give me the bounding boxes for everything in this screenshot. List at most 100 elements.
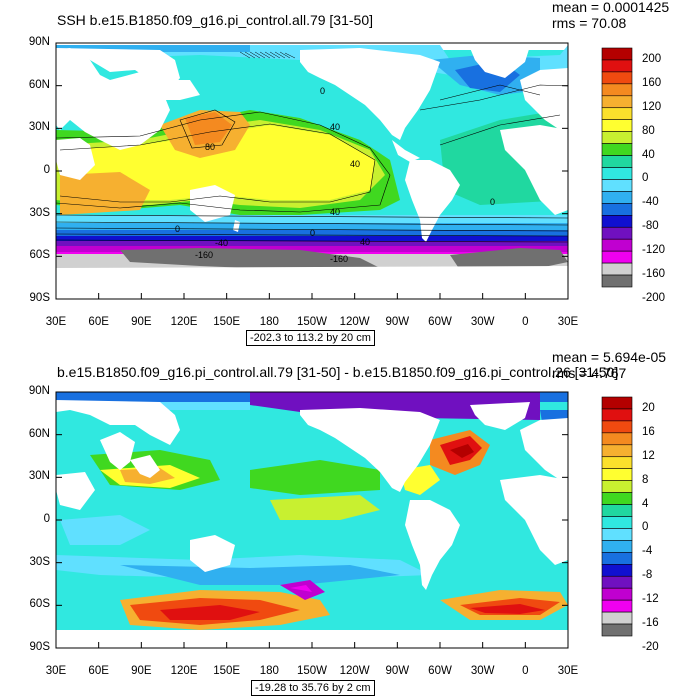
panel1-lon-label: 60W (428, 316, 452, 328)
colorbar-swatch (601, 587, 633, 601)
panel2-lat-label: 60S (29, 598, 50, 611)
colorbar-swatch (601, 143, 633, 156)
panel1-colorbar-label: -160 (642, 268, 666, 281)
panel2-lat-label: 90N (28, 385, 50, 397)
colorbar-swatch (601, 203, 633, 216)
panel1-colorbar-label: 0 (642, 172, 649, 185)
panel2-lat-label: 30S (29, 555, 50, 568)
panel2-lon-label: 0 (522, 665, 529, 677)
panel2-ticks (55, 391, 569, 649)
panel2-colorbar-label: 8 (642, 473, 649, 486)
colorbar-swatch (601, 540, 633, 553)
colorbar-swatch (601, 167, 633, 180)
panel1-lon-label: 150E (213, 316, 241, 328)
panel1-lon-label: 0 (522, 316, 529, 328)
panel1-lat-label: 0 (43, 164, 50, 176)
colorbar-swatch (601, 516, 633, 529)
panel2-colorbar-label: 0 (642, 521, 649, 534)
colorbar-swatch (601, 575, 633, 589)
panel2-lon-label: 150E (213, 665, 241, 677)
colorbar-swatch (601, 456, 633, 469)
panel1-contour-label: -160 (195, 250, 213, 260)
panel2-lon-label: 60W (428, 665, 452, 677)
panel2-title: b.e15.B1850.f09_g16.pi_control.all.79 [3… (57, 364, 619, 380)
colorbar-swatch (601, 215, 633, 228)
panel2-lon-label: 90W (385, 665, 410, 677)
panel1-colorbar-label: 40 (642, 148, 655, 161)
panel2-colorbar-label: 4 (642, 497, 649, 510)
panel2-lon-label: 120E (170, 665, 198, 677)
panel1-colorbar-label: 200 (642, 52, 662, 65)
colorbar-swatch (601, 119, 633, 132)
panel2-lat-label: 60N (28, 427, 50, 440)
panel1-lat-label: 60S (29, 249, 50, 262)
colorbar-swatch (601, 528, 633, 541)
panel2-lon-label: 180 (259, 665, 279, 677)
panel2-colorbar-label: -20 (642, 640, 659, 653)
panel1-lon-label: 120W (339, 316, 370, 328)
panel1-contour-label: -160 (330, 254, 348, 264)
panel2-colorbar-label: -4 (642, 545, 653, 558)
panel1-lon-label: 180 (259, 316, 279, 328)
panel1-colorbar-label: 120 (642, 100, 662, 113)
panel1-colorbar-label: 160 (642, 76, 662, 89)
panel1-contour-label: 0 (320, 86, 325, 96)
panel1-lon-label: 90E (131, 316, 152, 328)
panel2-lon-label: 30W (470, 665, 495, 677)
panel1-contour-label: 80 (205, 142, 215, 152)
panel1-colorbar-label: -40 (642, 196, 659, 209)
panel1-lon-label: 120E (170, 316, 198, 328)
panel2-lon-label: 30E (45, 665, 67, 677)
colorbar-swatch (601, 444, 633, 458)
panel1-colorbar-label: 80 (642, 124, 655, 137)
colorbar-swatch (601, 623, 633, 637)
panel2-mean: mean = 5.694e-05 (552, 349, 667, 365)
panel1-ticks (55, 42, 569, 300)
colorbar-swatch (601, 155, 633, 168)
panel2-lon-label: 90E (131, 665, 152, 677)
panel2-lat-label: 30N (28, 470, 50, 483)
panel1-colorbar-label: -200 (642, 291, 666, 304)
panel1-colorbar (601, 47, 633, 288)
panel1-rms: rms = 70.08 (552, 15, 627, 31)
colorbar-swatch (601, 226, 633, 240)
panel1-title: SSH b.e15.B1850.f09_g16.pi_control.all.7… (57, 12, 374, 28)
colorbar-swatch (601, 131, 633, 144)
panel1-contour-label: -40 (215, 238, 228, 248)
panel2-lat-label: 0 (43, 513, 50, 525)
panel1-lon-label: 30W (470, 316, 495, 328)
panel1-lat-label: 30N (28, 121, 50, 134)
panel2-lat-label: 90S (29, 641, 50, 653)
panel2-colorbar (601, 396, 633, 637)
colorbar-swatch (601, 179, 633, 192)
panel1-lon-label: 90W (385, 316, 410, 328)
panel1-lon-label: 30E (557, 316, 579, 328)
colorbar-swatch (601, 59, 633, 73)
colorbar-swatch (601, 504, 633, 517)
panel1-contour-label: 40 (330, 122, 340, 132)
panel2-lon-label: 30E (557, 665, 579, 677)
colorbar-swatch (601, 420, 633, 434)
colorbar-swatch (601, 107, 633, 120)
colorbar-swatch (601, 492, 633, 505)
panel2-range-label: -19.28 to 35.76 by 2 cm (251, 680, 375, 696)
panel1-map (56, 43, 568, 299)
colorbar-swatch (601, 250, 633, 264)
panel1-lat-label: 60N (28, 78, 50, 91)
panel2-lon-label: 150W (296, 665, 328, 677)
colorbar-swatch (601, 396, 633, 410)
panel1-colorbar-label: -80 (642, 220, 659, 233)
colorbar-swatch (601, 262, 633, 276)
panel2-lon-label: 60E (88, 665, 109, 677)
colorbar-swatch (601, 191, 633, 204)
colorbar-swatch (601, 611, 633, 625)
panel1-contour-label: 40 (330, 207, 340, 217)
panel2-colorbar-label: 12 (642, 449, 655, 462)
panel2-map (56, 392, 568, 648)
panel1-lon-label: 150W (296, 316, 328, 328)
panel1-colorbar-label: -120 (642, 244, 666, 257)
colorbar-swatch (601, 552, 633, 565)
panel1-lat-label: 30S (29, 206, 50, 219)
panel1-range-label: -202.3 to 113.2 by 20 cm (246, 330, 375, 346)
